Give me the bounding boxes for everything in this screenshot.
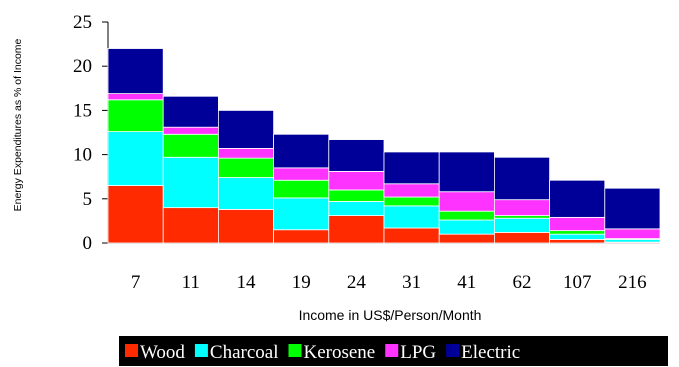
- bar-segment-electric-11: [162, 95, 219, 128]
- bar-segment-electric-14: [217, 110, 274, 149]
- legend: Wood Charcoal Kerosene LPG Electric: [119, 336, 668, 366]
- bar-segment-lpg-14: [217, 148, 274, 159]
- bar-segment-lpg-216: [604, 228, 661, 239]
- bar-segment-wood-7: [107, 185, 164, 244]
- x-tick-label: 216: [618, 272, 647, 293]
- bar-segment-kerosene-7: [107, 99, 164, 133]
- bar-segment-electric-41: [438, 151, 495, 193]
- bar-segment-wood-41: [438, 233, 495, 244]
- y-tick-label: 20: [73, 56, 92, 77]
- bar-segment-wood-62: [493, 231, 550, 244]
- bar-segment-wood-11: [162, 207, 219, 244]
- legend-label-wood: Wood: [140, 342, 185, 363]
- y-tick-label: 15: [73, 100, 92, 121]
- y-tick-label: 25: [73, 12, 92, 33]
- bar-segment-charcoal-62: [493, 217, 550, 233]
- bar-segment-lpg-24: [328, 170, 385, 191]
- legend-swatch-charcoal: [194, 344, 208, 357]
- y-tick-label: 0: [83, 233, 93, 254]
- x-tick-label: 11: [182, 272, 200, 293]
- legend-label-lpg: LPG: [400, 342, 436, 363]
- x-tick-label: 19: [292, 272, 311, 293]
- x-tick-label: 41: [457, 272, 476, 293]
- y-tick-label: 10: [73, 145, 92, 166]
- legend-swatch-electric: [446, 344, 460, 357]
- legend-label-electric: Electric: [461, 342, 520, 363]
- bar-segment-charcoal-11: [162, 156, 219, 209]
- bar-segment-kerosene-107: [549, 230, 606, 235]
- bar-segment-kerosene-41: [438, 210, 495, 221]
- bar-segment-wood-19: [273, 229, 330, 244]
- bar-segment-charcoal-14: [217, 177, 274, 210]
- bars: [107, 48, 661, 244]
- legend-items: Wood Charcoal Kerosene LPG Electric: [125, 342, 520, 363]
- bar-segment-wood-107: [549, 239, 606, 244]
- bar-segment-lpg-107: [549, 216, 606, 232]
- bar-segment-kerosene-14: [217, 157, 274, 178]
- bar-segment-kerosene-11: [162, 133, 219, 158]
- bar-segment-electric-19: [273, 133, 330, 169]
- bar-segment-wood-24: [328, 215, 385, 244]
- bar-segment-charcoal-7: [107, 131, 164, 186]
- bar-segment-charcoal-107: [549, 233, 606, 240]
- bar-segment-kerosene-31: [383, 196, 440, 207]
- x-tick-label: 62: [513, 272, 532, 293]
- legend-swatch-wood: [125, 344, 138, 357]
- y-ticks: 0 5 10 15 20 25: [73, 12, 108, 254]
- bar-segment-electric-24: [328, 139, 385, 172]
- y-tick-label: 5: [83, 189, 93, 210]
- bar-segment-electric-216: [604, 187, 661, 230]
- bar-segment-lpg-7: [107, 93, 164, 101]
- x-axis-title: Income in US$/Person/Month: [299, 307, 482, 323]
- x-tick-label: 14: [237, 272, 257, 293]
- bar-segment-charcoal-31: [383, 205, 440, 229]
- bar-segment-electric-7: [107, 48, 164, 95]
- bar-segment-lpg-62: [493, 199, 550, 216]
- bar-segment-lpg-19: [273, 167, 330, 181]
- bar-segment-wood-31: [383, 227, 440, 244]
- x-tick-label: 107: [563, 272, 592, 293]
- bar-segment-charcoal-19: [273, 197, 330, 231]
- bar-segment-charcoal-24: [328, 201, 385, 216]
- bar-segment-wood-14: [217, 209, 274, 244]
- bar-segment-lpg-41: [438, 191, 495, 212]
- x-tick-label: 7: [131, 272, 141, 293]
- legend-swatch-lpg: [385, 344, 399, 357]
- legend-label-charcoal: Charcoal: [210, 342, 279, 363]
- bar-segment-kerosene-24: [328, 189, 385, 202]
- legend-swatch-kerosene: [288, 344, 302, 357]
- bar-segment-lpg-11: [162, 126, 219, 135]
- bar-segment-charcoal-41: [438, 219, 495, 235]
- bar-segment-lpg-31: [383, 183, 440, 198]
- x-ticks: 7 11 14 19 24 31 41 62 107 216: [131, 272, 647, 293]
- bar-segment-electric-31: [383, 151, 440, 185]
- legend-label-kerosene: Kerosene: [304, 342, 376, 363]
- x-tick-label: 24: [347, 272, 367, 293]
- bar-segment-electric-107: [549, 179, 606, 218]
- bar-segment-electric-62: [493, 156, 550, 201]
- bar-segment-kerosene-19: [273, 179, 330, 199]
- y-axis-title: Energy Expenditures as % of Income: [12, 38, 24, 211]
- x-tick-label: 31: [402, 272, 421, 293]
